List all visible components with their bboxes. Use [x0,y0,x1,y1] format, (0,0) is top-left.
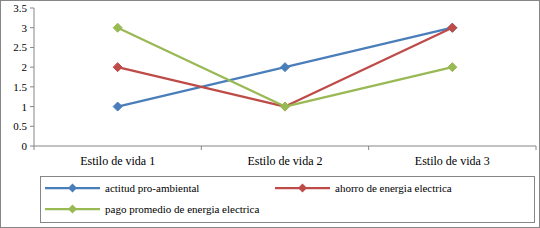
y-tick [30,86,34,87]
x-tick-label: Estilo de vida 3 [415,154,490,168]
x-tick [201,146,202,150]
y-tick [30,8,34,9]
series-marker [113,63,122,72]
y-tick-label: 0 [22,140,28,152]
x-tick-label: Estilo de vida 1 [80,154,155,168]
series-marker [281,102,290,111]
y-axis-line [34,8,35,146]
x-tick-label: Estilo de vida 2 [248,154,323,168]
series-marker [281,102,290,111]
x-tick [536,146,537,150]
x-tick [368,146,369,150]
y-tick [30,27,34,28]
y-tick-label: 1.5 [13,81,27,93]
chart-frame [1,1,540,228]
legend-marker [68,205,77,214]
y-tick-label: 3 [22,22,28,34]
legend-label: ahorro de energia electrica [335,182,452,194]
y-tick-label: 2 [22,61,28,73]
series-marker [281,63,290,72]
series-line [118,28,453,107]
y-tick [30,47,34,48]
legend-marker [68,184,77,193]
chart: 0 0.5 1 1.5 2 2.5 3 3.5 Estilo de vida 1 Estilo d… [0,0,540,228]
plot-series [113,23,457,111]
legend-label: actitud pro-ambiental [105,182,199,194]
y-tick [30,67,34,68]
series-marker [113,23,122,32]
y-tick [30,146,34,147]
series-marker [448,63,457,72]
legend-box [41,177,535,223]
series-line [118,28,453,107]
series-marker [448,23,457,32]
series-marker [113,102,122,111]
series-marker [448,23,457,32]
y-tick [30,126,34,127]
x-axis-line [34,146,536,147]
x-tick [34,146,35,150]
y-tick-label: 0.5 [13,120,27,132]
y-tick-label: 1 [22,101,28,113]
y-tick-label: 2.5 [13,41,27,53]
y-tick-label: 3.5 [13,2,27,14]
y-tick [30,106,34,107]
series-line [118,28,453,107]
legend-label: pago promedio de energia electrica [105,203,259,215]
legend-marker [298,184,307,193]
legend: actitud pro-ambiental ahorro de energia e… [41,177,535,223]
